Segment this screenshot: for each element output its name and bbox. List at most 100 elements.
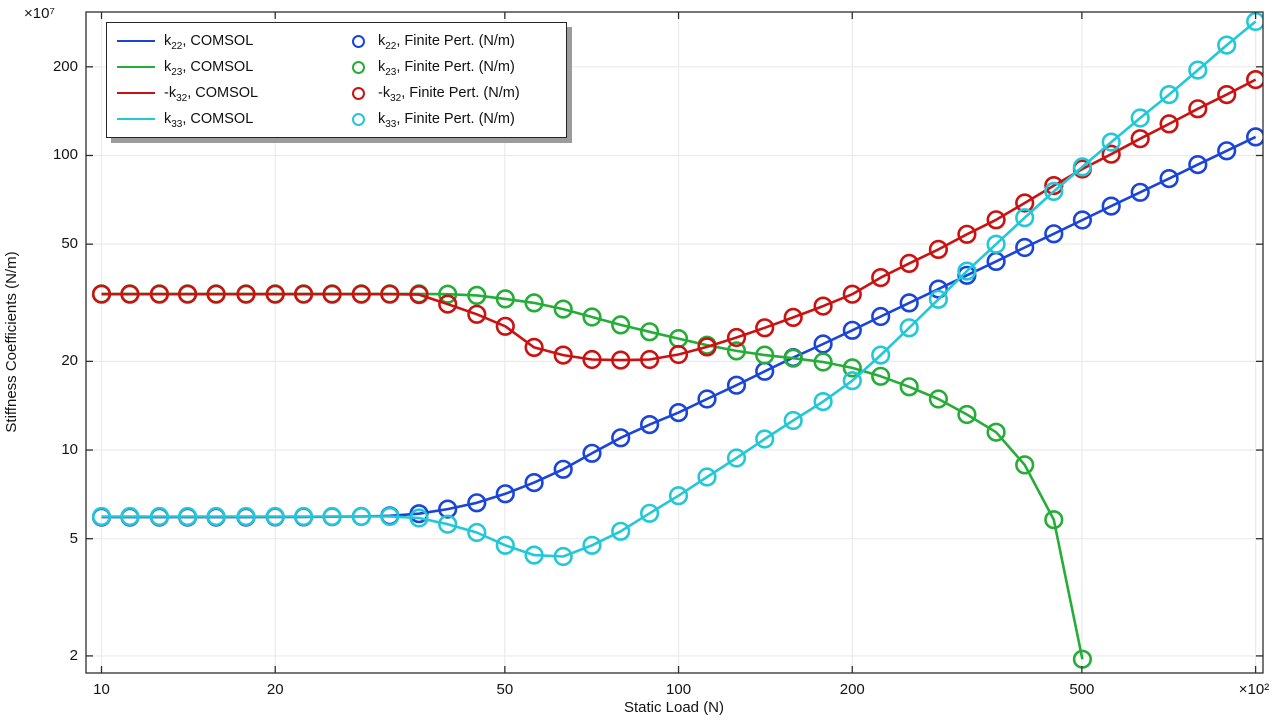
data-point-marker [409, 285, 429, 305]
data-point-marker [871, 268, 891, 288]
data-point-marker [899, 318, 919, 338]
data-point-marker [582, 535, 602, 555]
data-point-marker [1130, 129, 1150, 149]
data-point-marker [957, 224, 977, 244]
data-point-marker [986, 234, 1006, 254]
data-point-marker [149, 284, 169, 304]
data-point-marker [726, 327, 747, 348]
data-point-marker [1246, 70, 1263, 90]
data-point-marker [495, 316, 515, 336]
legend-label-k33-finite-pert: k33, Finite Pert. (N/m) [378, 111, 515, 130]
y-tick-label-20: 20 [61, 352, 78, 370]
data-point-marker [611, 521, 631, 541]
data-point-marker [783, 410, 803, 431]
data-point-marker [467, 285, 487, 306]
data-point-marker [467, 493, 487, 513]
data-point-marker [236, 506, 256, 527]
data-point-marker [1188, 60, 1208, 80]
legend-line-swatch-k33 [117, 117, 155, 121]
legend-marker-swatch-k22 [352, 34, 365, 48]
data-point-marker [726, 375, 747, 395]
data-point-marker [697, 337, 717, 357]
y-tick-label-200: 200 [52, 57, 78, 75]
x-tick-label-100: 100 [666, 681, 692, 698]
series-markers-k33 [91, 12, 1263, 567]
data-point-marker [611, 428, 631, 448]
data-point-marker [639, 349, 660, 370]
data-point-marker [928, 239, 949, 259]
data-point-marker [206, 506, 226, 527]
data-point-marker [986, 210, 1006, 230]
series-layer [91, 12, 1263, 669]
data-point-marker [149, 506, 169, 527]
data-point-marker [813, 334, 833, 354]
legend-box: k22, COMSOL k22, Finite Pert. (N/m) k23, C… [106, 22, 567, 138]
data-point-marker [639, 415, 660, 435]
y-axis-multiplier: ×10⁷ [24, 5, 55, 22]
data-point-marker [1044, 510, 1064, 530]
legend-line-swatch-neg-k32 [117, 91, 155, 95]
x-axis-title: Static Load (N) [623, 699, 725, 716]
y-axis-title: Stiffness Coefficients (N/m) [3, 251, 20, 433]
legend-label-k23-comsol: k23, COMSOL [164, 59, 254, 78]
data-point-marker [928, 289, 949, 309]
data-point-marker [467, 522, 487, 543]
data-point-marker [668, 486, 689, 506]
data-point-marker [553, 345, 573, 365]
x-tick-label-50: 50 [496, 681, 514, 698]
data-point-marker [582, 349, 602, 370]
data-point-marker [380, 506, 400, 527]
data-point-marker [1101, 144, 1121, 164]
data-point-marker [611, 315, 631, 335]
legend-line-swatch-k23 [117, 65, 155, 69]
data-point-marker [1101, 196, 1121, 216]
data-point-marker [495, 535, 515, 555]
legend-marker-swatch-neg-k32 [352, 86, 365, 100]
data-point-marker [928, 389, 949, 409]
data-point-marker [639, 322, 660, 342]
data-point-marker [120, 284, 140, 304]
x-tick-label-200: 200 [839, 681, 865, 698]
legend-label-k22-finite-pert: k22, Finite Pert. (N/m) [378, 33, 515, 52]
data-point-marker [351, 284, 371, 304]
series-markers-neg-k32 [91, 70, 1263, 370]
data-point-marker [1015, 455, 1035, 475]
data-point-marker [553, 299, 573, 319]
data-point-marker [899, 293, 919, 313]
y-tick-label-50: 50 [61, 235, 78, 253]
data-point-marker [582, 307, 602, 327]
data-point-marker [351, 506, 371, 527]
data-point-marker [1159, 84, 1179, 105]
data-point-marker [842, 284, 862, 304]
data-point-marker [265, 506, 285, 527]
data-point-marker [438, 294, 458, 314]
data-point-marker [928, 279, 949, 299]
data-point-marker [91, 284, 112, 304]
data-point-marker [553, 459, 573, 479]
data-point-marker [1015, 193, 1035, 213]
data-point-marker [1101, 132, 1121, 152]
data-point-marker [1130, 182, 1150, 202]
data-point-marker [755, 429, 775, 449]
data-point-marker [524, 293, 544, 313]
data-point-marker [813, 392, 833, 412]
data-point-marker [1130, 108, 1150, 128]
data-point-marker [957, 404, 977, 425]
data-point-marker [438, 284, 458, 304]
data-point-marker [668, 344, 689, 365]
data-point-marker [1217, 84, 1237, 105]
data-point-marker [495, 484, 515, 504]
data-point-marker [265, 284, 285, 304]
data-point-marker [871, 366, 891, 386]
data-point-marker [783, 307, 803, 328]
data-point-marker [726, 448, 747, 468]
data-point-marker [1159, 169, 1179, 189]
data-point-marker [871, 345, 891, 365]
data-point-marker [1217, 141, 1237, 161]
data-point-marker [524, 473, 544, 493]
data-point-marker [91, 506, 112, 527]
data-point-marker [206, 284, 226, 304]
y-tick-label-5: 5 [69, 529, 78, 547]
data-point-marker [380, 284, 400, 304]
data-point-marker [899, 377, 919, 397]
